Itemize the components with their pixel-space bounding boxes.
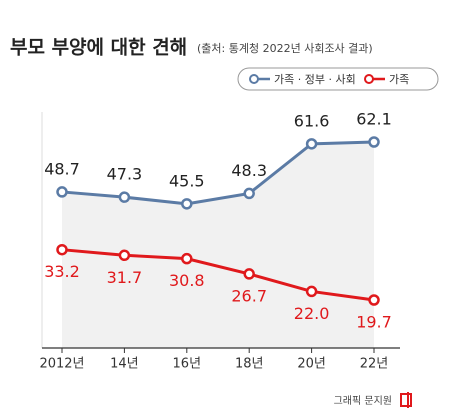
marker: [368, 294, 380, 306]
x-tick-label: 2012년: [39, 357, 84, 372]
legend-marker: [364, 74, 374, 84]
value-label: 22.0: [294, 304, 330, 323]
marker: [243, 187, 255, 200]
chart-subtitle: (출처: 통계청 2022년 사회조사 결과): [197, 42, 373, 55]
marker: [305, 138, 318, 150]
value-label: 19.7: [356, 313, 392, 332]
legend-box: [237, 67, 439, 91]
line: [61, 140, 375, 206]
value-label: 62.1: [356, 110, 392, 129]
marker: [181, 198, 193, 210]
marker: [56, 186, 68, 198]
value-label: 45.5: [169, 171, 205, 190]
marker: [56, 243, 68, 256]
value-label: 31.7: [107, 268, 143, 287]
credit: 그래픽 문지원: [334, 395, 392, 407]
value-label: 30.8: [169, 271, 205, 290]
x-tick-label: 22년: [360, 357, 389, 372]
marker: [181, 252, 193, 265]
value-label: 33.2: [44, 262, 80, 281]
legend-label: 가족: [389, 73, 409, 86]
marker: [243, 268, 255, 280]
value-label: 61.6: [294, 111, 330, 130]
chart-title: 부모 부양에 대한 견해: [10, 37, 187, 59]
x-tick-label: 14년: [110, 357, 139, 372]
credit-icon: [400, 392, 412, 408]
line: [61, 248, 375, 302]
value-label: 26.7: [231, 286, 267, 305]
x-tick-label: 16년: [173, 357, 202, 372]
legend-marker: [249, 74, 259, 84]
marker: [118, 191, 131, 203]
marker: [118, 249, 131, 262]
marker: [368, 136, 380, 148]
x-tick-label: 18년: [235, 357, 264, 372]
legend-label: 가족 · 정부 · 사회: [274, 73, 356, 86]
marker: [305, 285, 318, 298]
value-label: 48.3: [231, 161, 267, 180]
x-tick-label: 20년: [297, 357, 326, 372]
area-fill: [62, 142, 374, 348]
value-label: 48.7: [44, 159, 80, 178]
value-label: 47.3: [107, 165, 143, 184]
